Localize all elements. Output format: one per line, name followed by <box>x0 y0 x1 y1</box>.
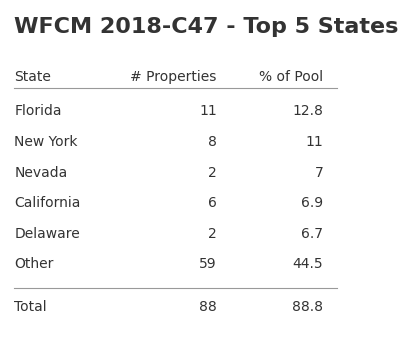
Text: Nevada: Nevada <box>14 165 68 180</box>
Text: 6.7: 6.7 <box>301 227 323 241</box>
Text: 7: 7 <box>315 165 323 180</box>
Text: State: State <box>14 70 51 84</box>
Text: Florida: Florida <box>14 104 62 118</box>
Text: 6.9: 6.9 <box>301 196 323 210</box>
Text: Total: Total <box>14 300 47 314</box>
Text: 88: 88 <box>199 300 217 314</box>
Text: California: California <box>14 196 81 210</box>
Text: 11: 11 <box>305 135 323 149</box>
Text: Delaware: Delaware <box>14 227 80 241</box>
Text: 88.8: 88.8 <box>292 300 323 314</box>
Text: 12.8: 12.8 <box>292 104 323 118</box>
Text: 2: 2 <box>208 227 217 241</box>
Text: Other: Other <box>14 257 54 271</box>
Text: % of Pool: % of Pool <box>259 70 323 84</box>
Text: # Properties: # Properties <box>131 70 217 84</box>
Text: 44.5: 44.5 <box>293 257 323 271</box>
Text: New York: New York <box>14 135 78 149</box>
Text: 11: 11 <box>199 104 217 118</box>
Text: 8: 8 <box>208 135 217 149</box>
Text: 2: 2 <box>208 165 217 180</box>
Text: 6: 6 <box>208 196 217 210</box>
Text: 59: 59 <box>199 257 217 271</box>
Text: WFCM 2018-C47 - Top 5 States: WFCM 2018-C47 - Top 5 States <box>14 17 399 37</box>
